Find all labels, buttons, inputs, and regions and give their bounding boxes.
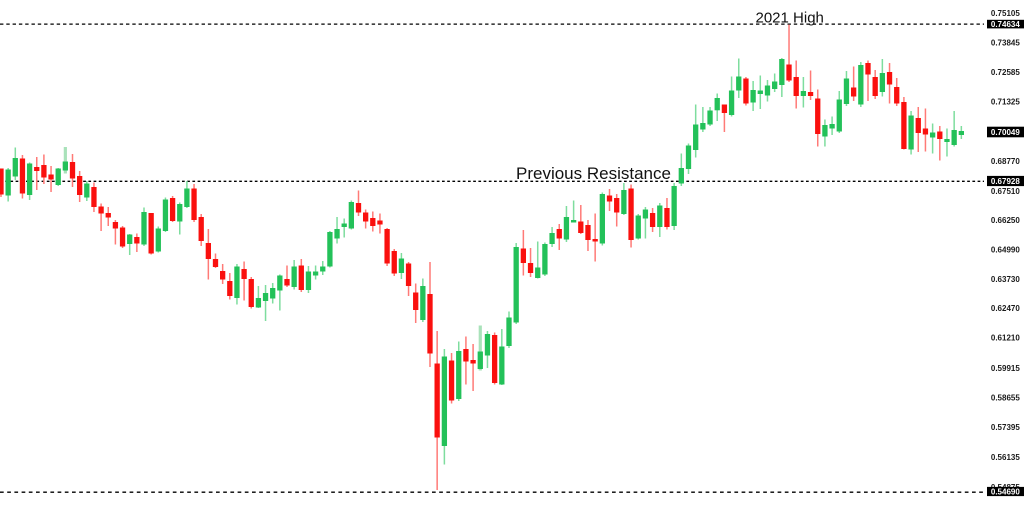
svg-text:0.56135: 0.56135 — [991, 453, 1020, 462]
svg-text:0.70049: 0.70049 — [991, 128, 1020, 137]
svg-text:0.66250: 0.66250 — [991, 216, 1020, 225]
svg-text:0.64990: 0.64990 — [991, 245, 1020, 254]
svg-text:2021 High: 2021 High — [756, 10, 824, 27]
svg-text:0.59915: 0.59915 — [991, 364, 1020, 373]
svg-text:0.73845: 0.73845 — [991, 39, 1020, 48]
svg-text:0.63730: 0.63730 — [991, 275, 1020, 284]
svg-text:0.71325: 0.71325 — [991, 97, 1020, 106]
svg-text:0.58655: 0.58655 — [991, 393, 1020, 402]
svg-text:0.67510: 0.67510 — [991, 187, 1020, 196]
svg-text:0.68770: 0.68770 — [991, 157, 1020, 166]
svg-text:0.62470: 0.62470 — [991, 304, 1020, 313]
svg-text:0.61210: 0.61210 — [991, 334, 1020, 343]
svg-text:0.72585: 0.72585 — [991, 68, 1020, 77]
svg-text:0.54690: 0.54690 — [991, 487, 1020, 496]
svg-text:0.75105: 0.75105 — [991, 9, 1020, 18]
svg-text:0.57395: 0.57395 — [991, 423, 1020, 432]
svg-text:0.74634: 0.74634 — [991, 20, 1020, 29]
svg-text:0.67928: 0.67928 — [991, 177, 1020, 186]
svg-text:Previous Resistance: Previous Resistance — [516, 164, 671, 183]
